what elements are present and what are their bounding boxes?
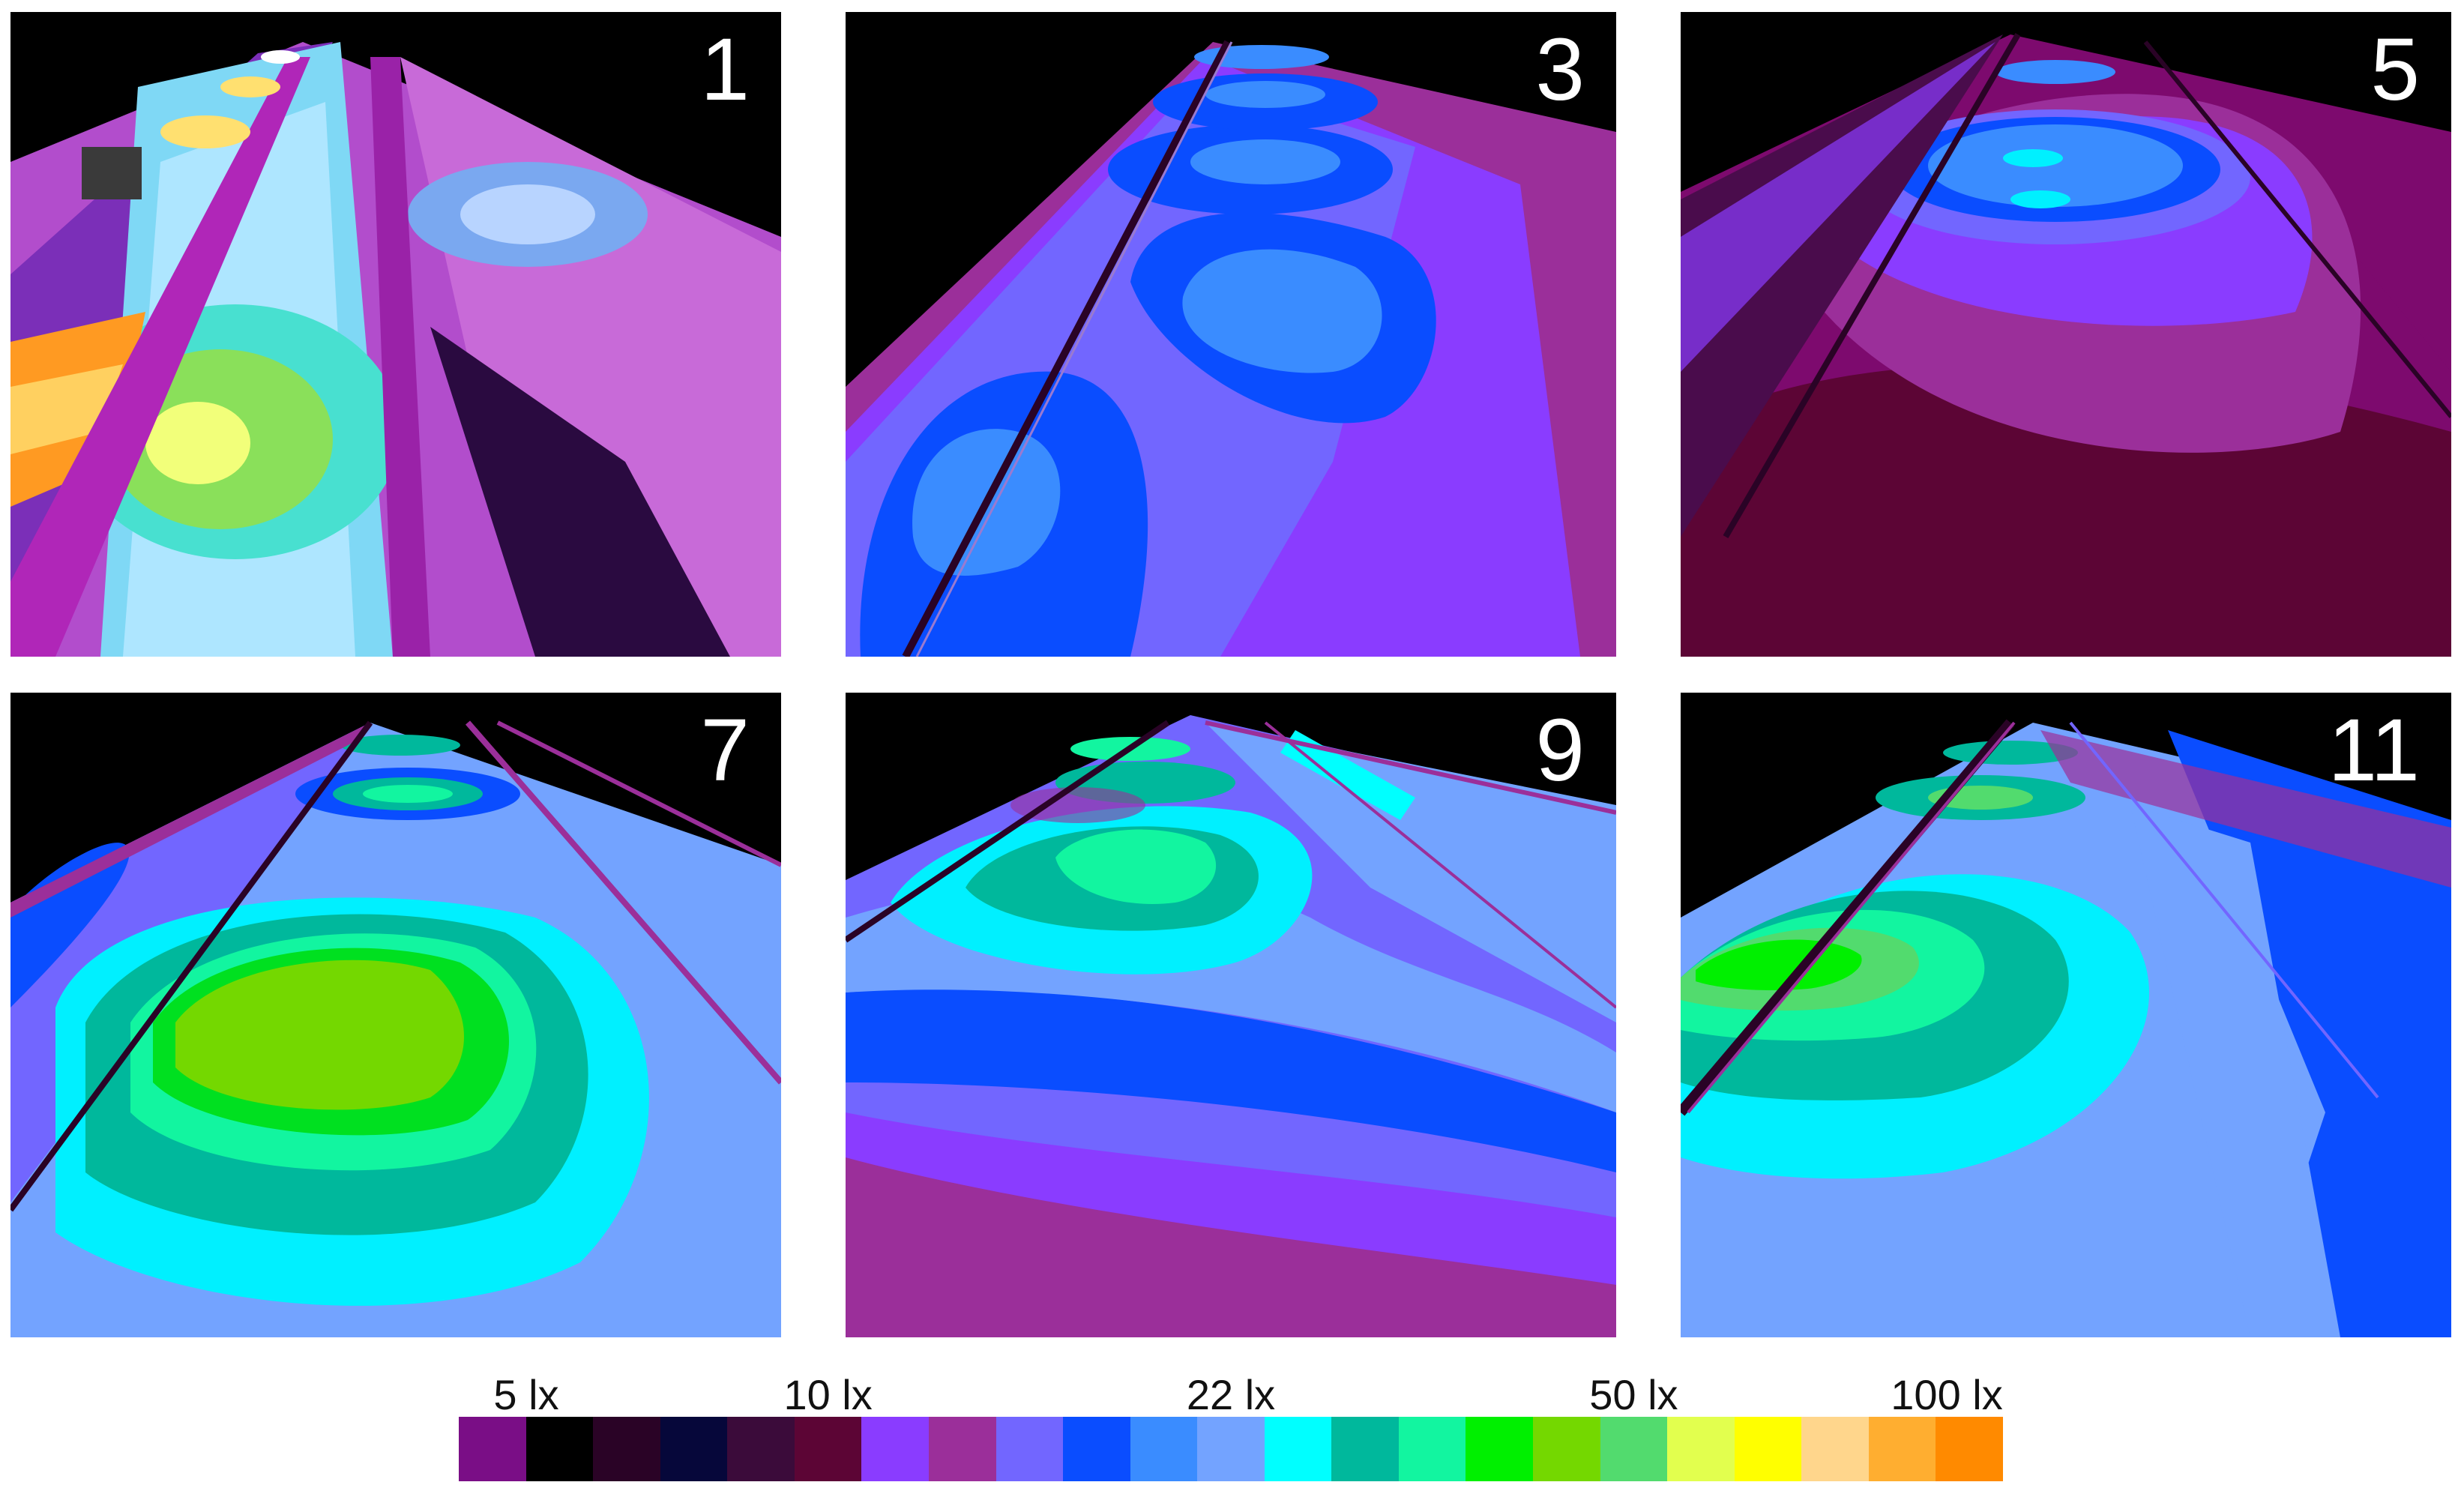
legend-swatch xyxy=(1734,1417,1802,1481)
legend-swatch xyxy=(995,1417,1064,1481)
legend-swatch xyxy=(1868,1417,1936,1481)
panel-3: 3 xyxy=(846,12,1616,657)
panel-number-label: 11 xyxy=(2328,701,2421,800)
legend-swatch xyxy=(1466,1417,1533,1481)
panel-number-label: 7 xyxy=(700,701,750,800)
panel-5: 5 xyxy=(1681,12,2451,657)
panel-11: 11 xyxy=(1681,693,2451,1337)
illuminance-legend: 5 lx 10 lx 22 lx 50 lx 100 lx xyxy=(459,1370,2003,1483)
illuminance-render-3 xyxy=(846,12,1616,657)
legend-labels: 5 lx 10 lx 22 lx 50 lx 100 lx xyxy=(459,1370,2003,1418)
legend-swatch xyxy=(928,1417,996,1481)
legend-swatch xyxy=(1533,1417,1600,1481)
illuminance-render-5 xyxy=(1681,12,2451,657)
panel-number-label: 9 xyxy=(1535,701,1585,800)
legend-swatch xyxy=(459,1417,526,1481)
panel-9: 9 xyxy=(846,693,1616,1337)
illuminance-render-7 xyxy=(10,693,781,1337)
legend-colorbar xyxy=(459,1417,2003,1481)
legend-swatch xyxy=(1398,1417,1466,1481)
legend-swatch xyxy=(1331,1417,1399,1481)
legend-swatch xyxy=(1600,1417,1668,1481)
legend-tick-label: 50 lx xyxy=(1589,1371,1678,1418)
illuminance-render-1 xyxy=(10,12,781,657)
legend-tick-label: 100 lx xyxy=(1891,1371,2003,1418)
panel-7: 7 xyxy=(10,693,781,1337)
legend-swatch xyxy=(1197,1417,1265,1481)
panel-number-label: 3 xyxy=(1535,20,1585,119)
legend-swatch xyxy=(1801,1417,1869,1481)
legend-swatch xyxy=(1264,1417,1332,1481)
legend-swatch xyxy=(593,1417,660,1481)
legend-swatch xyxy=(727,1417,795,1481)
panel-number-label: 1 xyxy=(700,20,750,119)
legend-tick-label: 10 lx xyxy=(783,1371,873,1418)
panel-number-label: 5 xyxy=(2370,20,2420,119)
legend-swatch xyxy=(1936,1417,2003,1481)
illuminance-render-11 xyxy=(1681,693,2451,1337)
legend-swatch xyxy=(1130,1417,1198,1481)
legend-swatch xyxy=(525,1417,594,1481)
legend-swatch xyxy=(1667,1417,1735,1481)
panel-1: 1 xyxy=(10,12,781,657)
legend-swatch xyxy=(794,1417,862,1481)
illuminance-render-9 xyxy=(846,693,1616,1337)
legend-tick-label: 5 lx xyxy=(493,1371,559,1418)
legend-swatch xyxy=(1063,1417,1130,1481)
legend-tick-label: 22 lx xyxy=(1186,1371,1276,1418)
legend-swatch xyxy=(660,1417,728,1481)
legend-swatch xyxy=(861,1417,929,1481)
